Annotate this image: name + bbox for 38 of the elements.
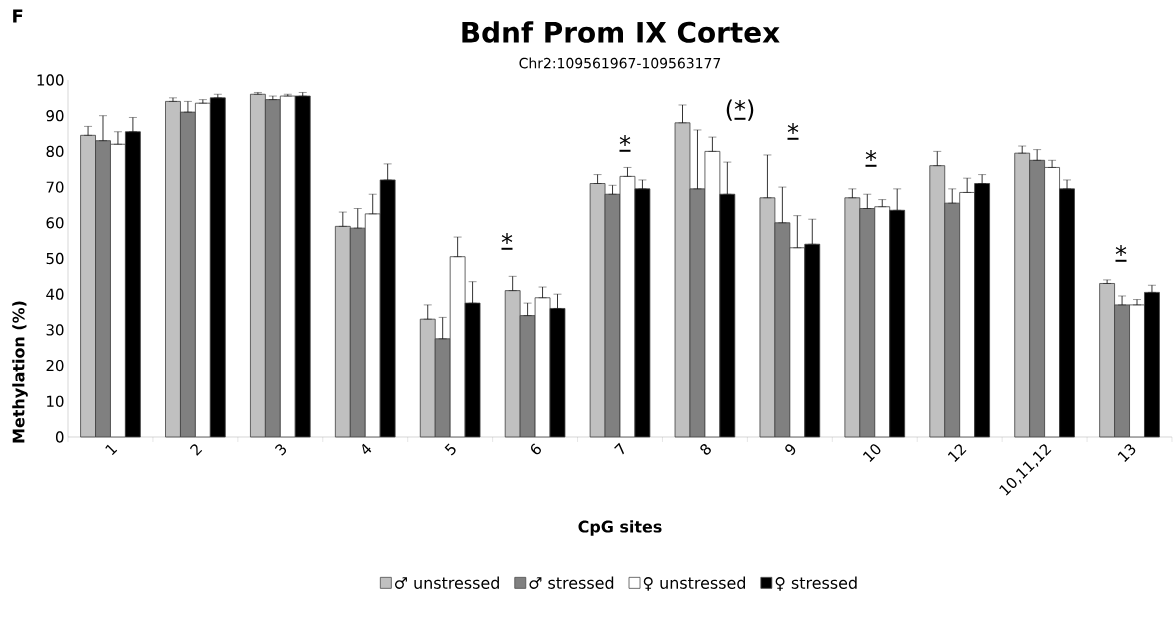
y-tick-label: 80	[46, 145, 64, 158]
annotation: *	[865, 150, 877, 161]
y-tick-label: 70	[46, 181, 64, 193]
x-tick-label: 3	[274, 444, 287, 456]
y-axis-title: Methylation (%)	[12, 301, 28, 443]
y-tick-label: 40	[46, 288, 64, 300]
y-tick-label: 100	[37, 74, 64, 86]
annotation: (*)	[726, 99, 754, 121]
y-tick-label: 90	[46, 110, 64, 122]
x-tick-label: 4	[362, 443, 372, 455]
x-tick-label: 5	[444, 443, 456, 456]
y-tick-label: 20	[46, 359, 64, 372]
legend-label: ♀ unstressed	[643, 576, 745, 591]
legend-label: ♀ stressed	[775, 576, 857, 591]
x-tick-label: 2	[190, 444, 203, 456]
y-tick-label: 30	[46, 324, 64, 336]
x-tick-label: 13	[1117, 444, 1136, 462]
x-tick-label: 12	[947, 444, 967, 462]
chart-subtitle: Chr2:109561967-109563177	[519, 57, 721, 69]
y-tick-label: 60	[46, 217, 64, 229]
x-tick-label: 10	[863, 444, 881, 462]
annotation: *	[619, 135, 631, 146]
y-tick-label: 0	[55, 431, 64, 443]
annotation: *	[1115, 245, 1127, 256]
x-tick-label: 6	[531, 443, 541, 455]
x-tick-label: 1	[105, 444, 118, 456]
chart-title: Bdnf Prom IX Cortex	[462, 21, 780, 43]
x-axis-title: CpG sites	[578, 520, 662, 536]
y-tick-label: 10	[47, 395, 64, 407]
legend-label: ♂ stressed	[529, 576, 614, 589]
annotation: *	[787, 123, 799, 134]
x-tick-label: 7	[614, 442, 625, 455]
y-tick-label: 50	[46, 252, 64, 265]
legend-label: ♂ unstressed	[394, 576, 499, 589]
text: F	[13, 9, 23, 23]
x-tick-label: 8	[700, 444, 711, 455]
annotation: *	[501, 233, 513, 244]
x-tick-label: 9	[785, 444, 796, 456]
